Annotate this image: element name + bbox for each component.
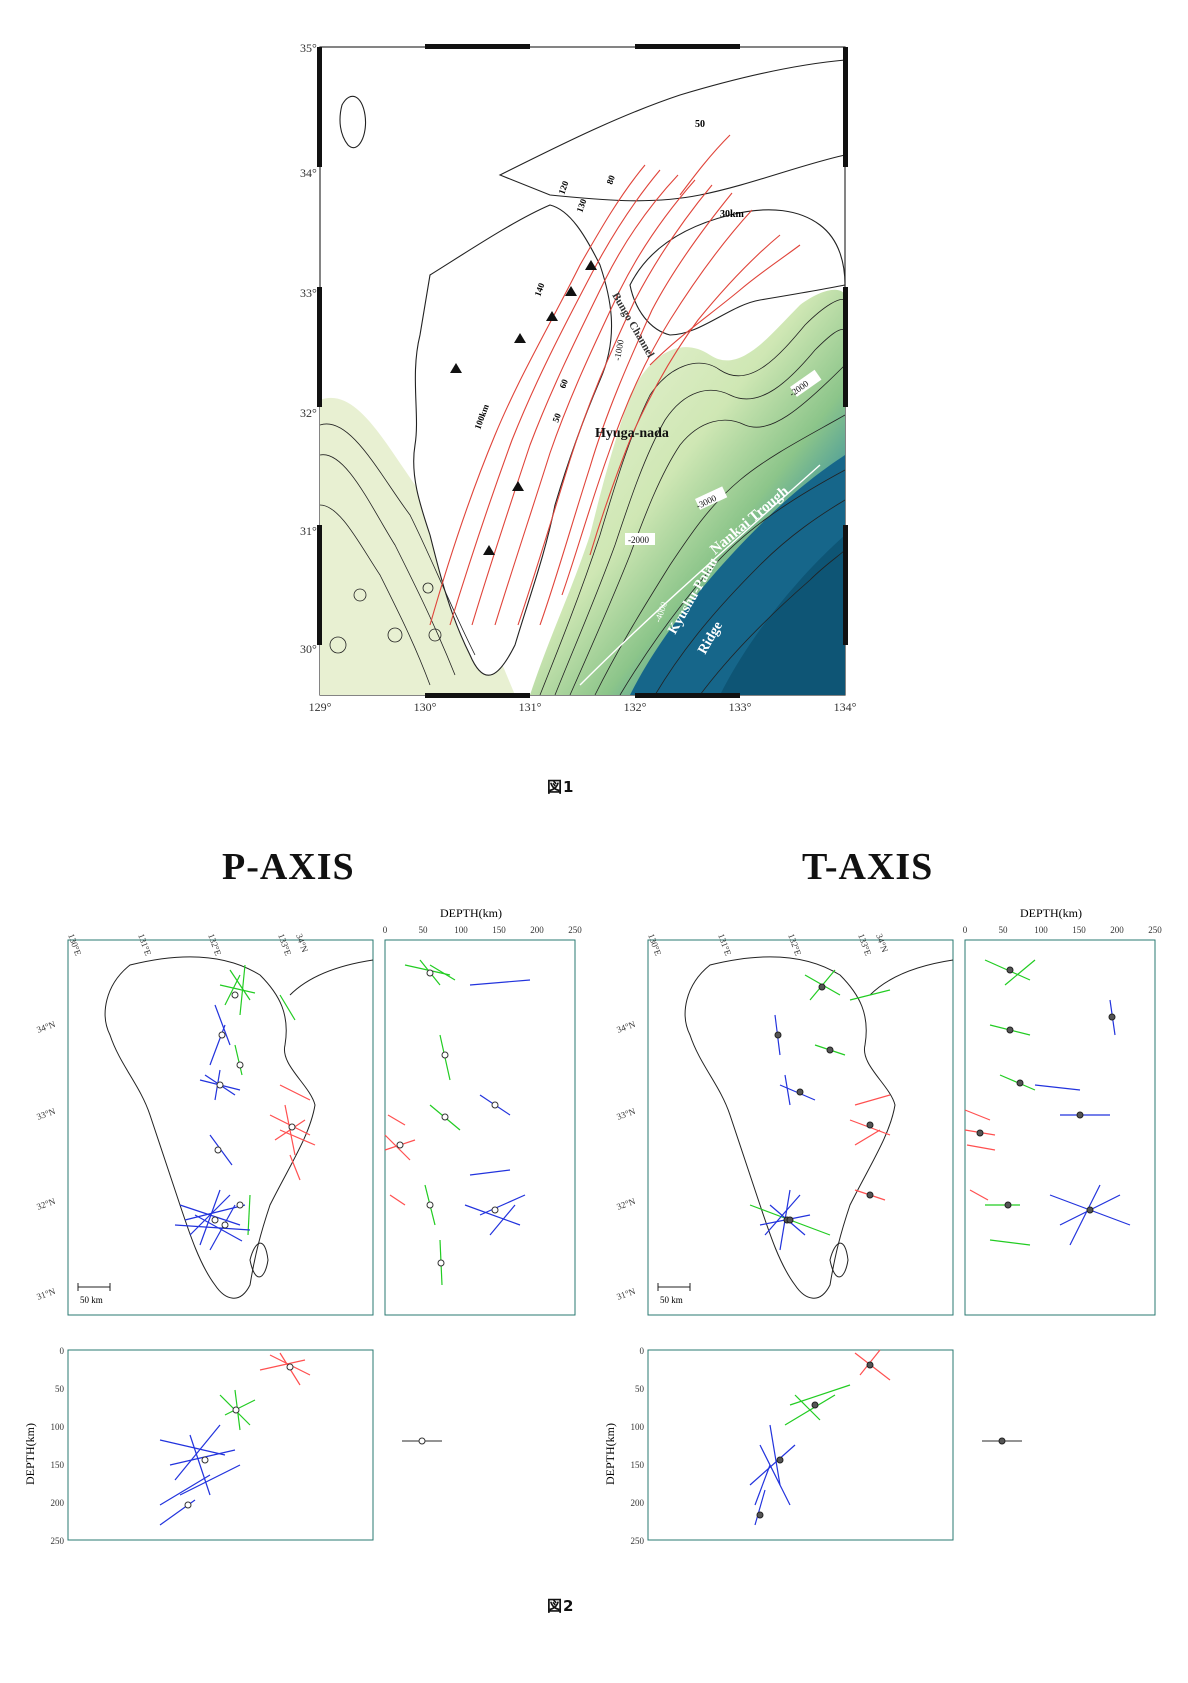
- t-scale-bar: 50 km: [657, 1283, 691, 1305]
- svg-text:33°N: 33°N: [615, 1106, 637, 1122]
- svg-text:34°N: 34°N: [615, 1019, 637, 1035]
- svg-text:150: 150: [492, 925, 506, 935]
- t-legend-sample: [982, 1437, 1022, 1445]
- svg-text:100: 100: [1034, 925, 1048, 935]
- p-depth-title-left: DEPTH(km): [23, 1423, 37, 1485]
- kyushu-land: [413, 204, 613, 676]
- t-map-coast: [684, 956, 954, 1299]
- shikoku-land: [629, 209, 846, 336]
- svg-text:32°: 32°: [300, 406, 317, 420]
- svg-text:130°: 130°: [414, 700, 437, 714]
- frame-bars: [317, 44, 848, 698]
- figure1-caption: 図1: [547, 778, 575, 796]
- svg-text:50: 50: [55, 1384, 65, 1394]
- svg-text:50: 50: [999, 925, 1009, 935]
- t-map-lat-ticks: 34°N 33°N 32°N 31°N: [615, 1019, 637, 1302]
- svg-text:200: 200: [631, 1498, 645, 1508]
- svg-text:133°: 133°: [729, 700, 752, 714]
- t-bottom-events: [756, 1361, 874, 1519]
- p-depth-top-ticks: 0 50 100 150 200 250: [383, 925, 583, 935]
- t-depth-title-top: DEPTH(km): [1020, 906, 1082, 920]
- t-depth-top-ticks: 0 50 100 150 200 250: [963, 925, 1163, 935]
- t-side-events: [976, 966, 1116, 1214]
- t-axis-panels: 50 km 130°E 131°E 132°E 133°E 34°N 34°N …: [603, 906, 1163, 1545]
- label-depth-120: 120: [556, 179, 570, 196]
- bathymetry-contours: [319, 298, 846, 696]
- p-map-coast: [104, 956, 374, 1299]
- svg-text:100: 100: [631, 1422, 645, 1432]
- svg-text:131°: 131°: [519, 700, 542, 714]
- label-depth-50b: 50: [550, 411, 563, 423]
- p-side-events: [396, 969, 499, 1267]
- p-depth-left-ticks: 0 50 100 150 200 250: [51, 1346, 65, 1545]
- svg-text:0: 0: [60, 1346, 65, 1356]
- deeper-basin: [720, 535, 845, 695]
- svg-text:100: 100: [51, 1422, 65, 1432]
- slab-depth-contours: [429, 134, 801, 626]
- t-depth-left-ticks: 0 50 100 150 200 250: [631, 1346, 645, 1545]
- t-depth-title-left: DEPTH(km): [603, 1423, 617, 1485]
- svg-text:34°N: 34°N: [35, 1019, 57, 1035]
- svg-text:30°: 30°: [300, 642, 317, 656]
- label-30km: 30km: [720, 209, 745, 220]
- svg-text:31°N: 31°N: [35, 1286, 57, 1302]
- svg-text:32°N: 32°N: [35, 1196, 57, 1212]
- svg-text:250: 250: [1148, 925, 1162, 935]
- figure1-map: Hyuga-nada Nankai Trough Kyushu-Palau Ri…: [300, 41, 857, 714]
- p-map-events: [211, 991, 296, 1229]
- p-side-axes: [384, 959, 531, 1286]
- tsushima-island: [339, 95, 367, 148]
- svg-text:250: 250: [51, 1536, 65, 1545]
- p-map-lat-ticks: 34°N 33°N 32°N 31°N: [35, 1019, 57, 1302]
- svg-text:50 km: 50 km: [80, 1295, 103, 1305]
- svg-text:31°N: 31°N: [615, 1286, 637, 1302]
- svg-text:200: 200: [1110, 925, 1124, 935]
- svg-text:0: 0: [383, 925, 388, 935]
- p-map-axes-green: [219, 964, 296, 1236]
- label-depth-130: 130: [574, 197, 588, 214]
- svg-text:50 km: 50 km: [660, 1295, 683, 1305]
- svg-text:34°: 34°: [300, 166, 317, 180]
- svg-text:150: 150: [631, 1460, 645, 1470]
- p-legend-sample: [402, 1437, 442, 1445]
- p-depth-title-top: DEPTH(km): [440, 906, 502, 920]
- svg-text:200: 200: [530, 925, 544, 935]
- volcano-markers: [450, 260, 597, 555]
- svg-text:50: 50: [635, 1384, 645, 1394]
- svg-text:-1000: -1000: [612, 338, 626, 361]
- svg-text:32°N: 32°N: [615, 1196, 637, 1212]
- svg-text:150: 150: [51, 1460, 65, 1470]
- p-scale-bar: 50 km: [77, 1283, 111, 1305]
- svg-text:200: 200: [51, 1498, 65, 1508]
- lat-tick-labels: 35° 34° 33° 32° 31° 30°: [300, 41, 317, 656]
- svg-text:150: 150: [1072, 925, 1086, 935]
- svg-text:35°: 35°: [300, 41, 317, 55]
- label-depth-80: 80: [604, 173, 617, 185]
- svg-text:0: 0: [963, 925, 968, 935]
- svg-text:0: 0: [640, 1346, 645, 1356]
- label-hyuga-nada: Hyuga-nada: [595, 426, 669, 441]
- svg-text:134°: 134°: [834, 700, 857, 714]
- label-depth-60: 60: [557, 377, 570, 389]
- svg-text:33°: 33°: [300, 286, 317, 300]
- svg-text:129°: 129°: [309, 700, 332, 714]
- figure2-caption: 図2: [547, 1597, 575, 1615]
- svg-text:100: 100: [454, 925, 468, 935]
- svg-text:33°N: 33°N: [35, 1106, 57, 1122]
- svg-text:132°: 132°: [624, 700, 647, 714]
- svg-text:31°: 31°: [300, 524, 317, 538]
- p-axis-title: P-AXIS: [222, 846, 355, 888]
- p-axis-panels: 50 km 130°E 131°E 132°E 133°E 34°N 34°N …: [23, 906, 583, 1545]
- t-axis-title: T-AXIS: [802, 846, 934, 888]
- t-map-events: [774, 983, 874, 1224]
- label-depth-140: 140: [532, 281, 546, 298]
- svg-text:-2000: -2000: [628, 535, 649, 545]
- svg-text:50: 50: [419, 925, 429, 935]
- kyushu-palau-ridge-line: [579, 464, 821, 686]
- svg-text:250: 250: [631, 1536, 645, 1545]
- p-bottom-events: [184, 1363, 294, 1509]
- label-depth-50: 50: [695, 119, 705, 130]
- svg-text:250: 250: [568, 925, 582, 935]
- lon-tick-labels: 129° 130° 131° 132° 133° 134°: [309, 700, 857, 714]
